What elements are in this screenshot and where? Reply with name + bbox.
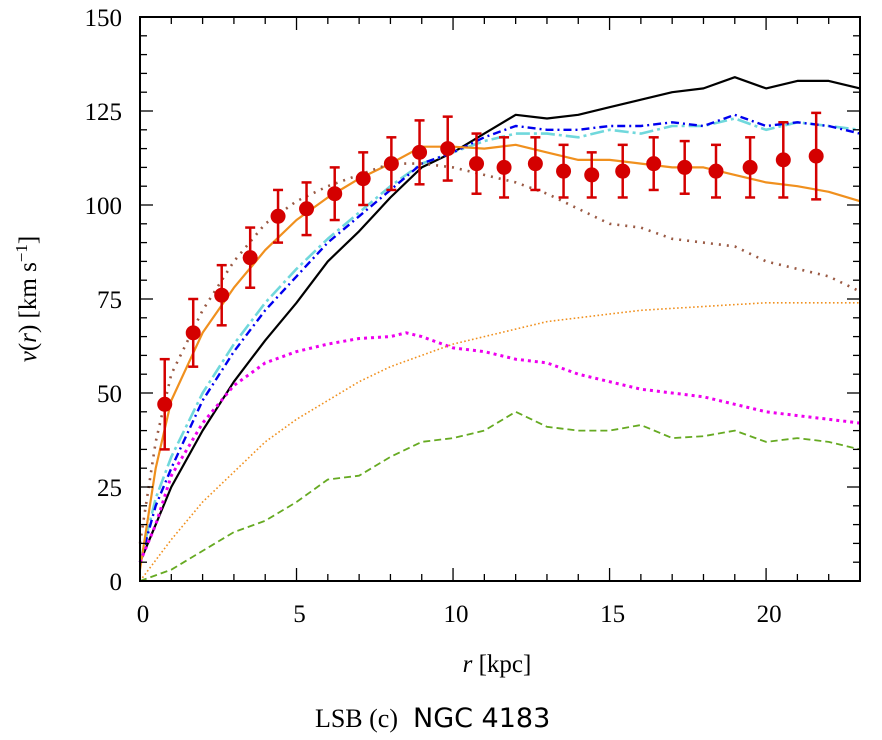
model-curve-0 [138,76,861,563]
caption-galaxy-name: NGC 4183 [413,703,550,734]
model-curve-7 [139,410,861,582]
model-curve-1 [138,117,861,563]
y-axis-label: v(r) [km s−1] [12,236,43,362]
data-point [584,151,600,199]
data-marker [496,159,512,175]
data-marker [677,159,693,175]
data-marker [708,163,724,179]
data-point [742,136,758,199]
data-marker [383,156,399,172]
data-marker [808,148,824,164]
data-point [383,136,399,192]
model-curve-5 [138,331,861,563]
caption-prefix: LSB (c) [315,704,398,733]
model-curve-4 [138,162,861,544]
data-marker [646,156,662,172]
data-marker [584,167,600,183]
x-tick-label: 0 [137,601,150,628]
data-point [242,226,258,289]
model-curve-6 [139,302,860,582]
data-point [469,132,485,195]
data-marker [469,156,485,172]
data-point [185,297,201,368]
data-point [556,143,572,199]
data-marker [185,325,201,341]
data-marker [214,287,230,303]
y-tick-label: 75 [97,287,122,314]
model-curve-3 [138,143,861,570]
y-tick-label: 150 [85,5,123,32]
data-marker [742,159,758,175]
x-axis-label: r [kpc] [463,651,532,678]
model-curve-2 [138,113,861,563]
data-point [775,121,791,199]
data-point [299,181,315,237]
data-marker [556,163,572,179]
data-marker [615,163,631,179]
x-tick-label: 15 [600,601,625,628]
data-marker [299,201,315,217]
data-point [677,139,693,195]
data-point [808,111,824,201]
data-point [157,357,173,451]
data-marker [327,186,343,202]
y-tick-label: 25 [97,475,122,502]
data-point [355,151,371,207]
axis-ticks: 0 5 10 15 20 0 25 50 75 100 125 150 [85,5,861,628]
data-point [646,136,662,192]
x-tick-label: 20 [757,601,782,628]
y-tick-label: 50 [97,381,122,408]
data-point [527,136,543,192]
data-point [214,263,230,327]
data-marker [355,171,371,187]
plot-frame [139,16,861,582]
data-marker [157,396,173,412]
data-marker [270,208,286,224]
y-tick-label: 100 [85,193,123,220]
data-point [615,143,631,199]
data-point [440,115,456,182]
data-point [708,143,724,199]
observed-points [157,111,824,451]
data-marker [527,156,543,172]
data-point [412,119,428,186]
data-marker [440,141,456,157]
x-tick-label: 5 [293,601,306,628]
data-point [270,188,286,244]
data-marker [775,152,791,168]
data-marker [412,144,428,160]
y-tick-label: 125 [85,99,123,126]
data-point [327,166,343,222]
y-tick-label: 0 [110,569,123,596]
x-tick-label: 10 [444,601,469,628]
data-marker [242,250,258,266]
data-point [496,136,512,199]
series-layer [138,76,861,582]
